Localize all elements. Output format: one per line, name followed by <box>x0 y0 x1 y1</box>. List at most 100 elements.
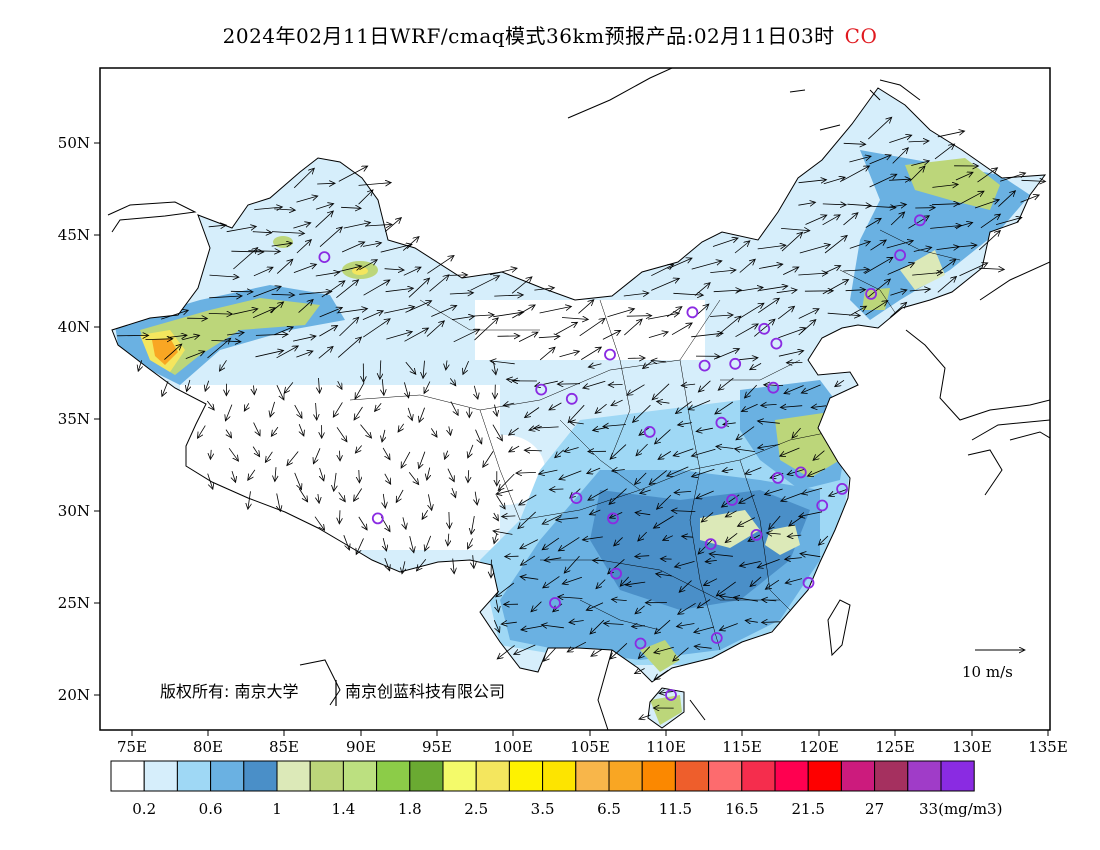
wind-arrow <box>759 421 780 423</box>
wind-arrow <box>726 510 737 517</box>
wind-arrow <box>419 451 426 468</box>
wind-arrow <box>502 622 517 624</box>
wind-arrow <box>635 472 647 484</box>
wind-arrow <box>207 473 213 489</box>
wind-arrow <box>532 601 542 611</box>
lat-label: 35N <box>58 410 90 428</box>
lon-label: 90E <box>346 738 376 756</box>
station-marker <box>565 392 578 405</box>
wind-arrow <box>868 118 891 140</box>
wind-arrow <box>824 236 846 254</box>
wind-arrow <box>715 349 739 359</box>
copyright-company: 南京创蓝科技有限公司 <box>345 682 505 701</box>
wind-arrow <box>252 446 259 456</box>
wind-arrow <box>296 196 317 203</box>
wind-arrow <box>449 275 466 276</box>
wind-arrow <box>538 336 559 337</box>
wind-arrow <box>672 511 696 512</box>
wind-arrow <box>512 305 534 319</box>
wind-arrow <box>890 290 906 296</box>
wind-arrow <box>611 444 627 459</box>
wind-arrow <box>445 450 448 459</box>
wind-arrow <box>762 404 777 405</box>
copyright-owner: 版权所有: 南京大学 <box>160 682 298 701</box>
wind-arrow <box>318 494 319 502</box>
wind-arrow <box>865 301 887 316</box>
wind-arrow <box>494 531 513 534</box>
wind-arrow <box>636 605 645 613</box>
wind-arrow <box>187 379 190 391</box>
wind-arrow <box>781 228 809 230</box>
wind-arrow <box>746 621 758 623</box>
wind-arrow <box>293 169 313 189</box>
wind-arrow <box>667 259 692 270</box>
wind-arrow <box>248 469 256 480</box>
wind-arrow <box>521 555 536 565</box>
wind-arrow <box>525 407 540 418</box>
wind-arrow <box>782 492 802 501</box>
wind-arrow <box>270 401 275 416</box>
wind-arrow <box>293 223 309 229</box>
wind-arrow <box>285 382 294 392</box>
wind-arrow <box>428 494 431 509</box>
wind-arrow <box>583 537 603 540</box>
wind-arrow <box>271 232 304 234</box>
wind-arrow <box>563 576 583 583</box>
wind-arrow <box>494 295 522 296</box>
wind-arrow <box>343 535 349 549</box>
wind-arrow <box>253 287 280 298</box>
wind-arrow <box>408 407 412 420</box>
wind-arrow <box>493 312 523 318</box>
wind-arrow <box>319 377 320 392</box>
wind-arrow <box>525 450 542 451</box>
wind-arrow <box>639 646 651 658</box>
wind-arrow <box>319 228 342 247</box>
wind-arrow <box>651 265 672 277</box>
wind-arrow <box>449 426 451 434</box>
wind-arrow <box>591 619 605 633</box>
wind-arrow <box>565 448 579 452</box>
wind-arrow <box>471 516 474 533</box>
wind-arrow <box>252 232 271 233</box>
wind-arrow <box>363 281 389 296</box>
colorbar-swatch <box>641 760 676 792</box>
wind-arrow <box>908 141 928 142</box>
wind-arrow <box>799 245 830 254</box>
colorbar-swatch <box>608 760 643 792</box>
wind-arrow <box>470 276 499 291</box>
colorbar-swatch <box>309 760 344 792</box>
wind-arrow <box>339 510 340 523</box>
wind-arrow <box>870 241 886 251</box>
lon-label: 120E <box>799 738 839 756</box>
wind-arrow <box>338 167 367 182</box>
station-marker <box>686 306 699 319</box>
wind-arrow <box>888 205 905 208</box>
wind-arrow <box>245 403 249 410</box>
wind-arrow <box>299 424 303 435</box>
lat-label: 45N <box>58 226 90 244</box>
wind-arrow <box>867 280 890 299</box>
wind-arrow <box>739 358 757 360</box>
wind-arrow <box>198 425 206 438</box>
wind-arrow <box>510 445 520 451</box>
wind-arrow <box>589 364 602 367</box>
wind-arrow <box>317 183 334 184</box>
wind-arrow <box>778 351 803 357</box>
wind-arrow <box>288 451 299 465</box>
wind-arrow <box>540 470 558 474</box>
station-marker <box>865 287 877 300</box>
wind-arrow <box>712 238 737 247</box>
wind-arrow <box>521 539 538 549</box>
colorbar-swatch <box>575 760 610 792</box>
wind-arrow <box>417 558 427 570</box>
colorbar-swatch <box>907 760 942 792</box>
wind-arrow <box>765 385 784 386</box>
colorbar-labels: 0.2 0.6 1 1.4 1.8 2.5 3.5 6.5 11.5 16.5 21.5 27 33(m… <box>132 800 1002 818</box>
wind-arrow <box>578 300 594 314</box>
wind-arrow <box>315 204 333 210</box>
wind-arrow <box>266 451 273 462</box>
wind-arrow <box>570 621 584 623</box>
station-marker <box>758 322 771 335</box>
colorbar-label: 21.5 <box>791 800 824 818</box>
wind-arrow <box>560 470 582 479</box>
